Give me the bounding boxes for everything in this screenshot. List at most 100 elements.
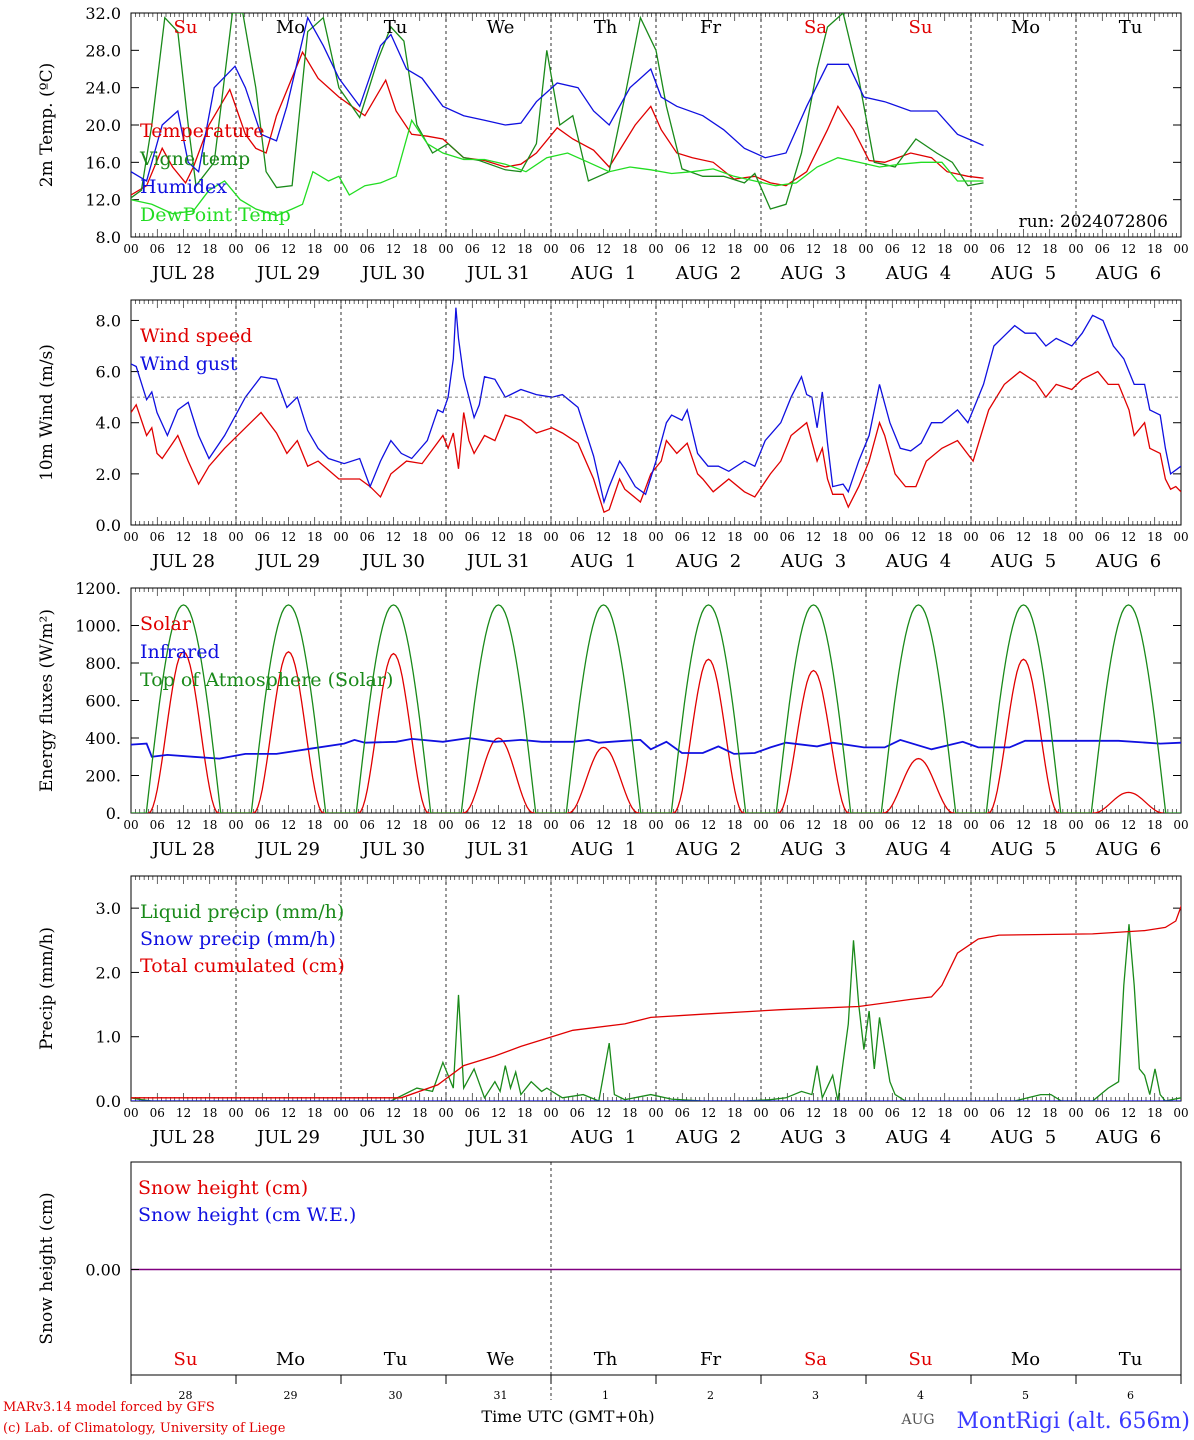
hour-tick-label: 00 xyxy=(858,818,873,832)
hour-tick-label: 00 xyxy=(123,818,138,832)
hour-tick-label: 18 xyxy=(622,530,637,544)
hour-tick-label: 12 xyxy=(911,242,926,256)
hour-tick-label: 06 xyxy=(360,818,375,832)
hour-tick-label: 00 xyxy=(543,1106,558,1120)
date-label: JUL 29 xyxy=(255,263,320,284)
hour-tick-label: 12 xyxy=(281,1106,296,1120)
hour-tick-label: 06 xyxy=(465,818,480,832)
date-label: AUG 2 xyxy=(675,551,741,572)
hour-tick-label: 00 xyxy=(648,1106,663,1120)
day-number-label: 30 xyxy=(389,1389,403,1402)
hour-tick-label: 00 xyxy=(543,818,558,832)
hour-tick-label: 06 xyxy=(360,1106,375,1120)
hour-tick-label: 00 xyxy=(963,242,978,256)
hour-tick-label: 12 xyxy=(1016,530,1031,544)
y-tick-label: 12.0 xyxy=(85,191,121,210)
panel-energy: 00 06 12 18 JUL 28 00 06 12 18 JUL 29 00 06 12 18 JUL … xyxy=(37,579,1189,860)
month-label: AUG xyxy=(900,1412,934,1428)
date-label: JUL 29 xyxy=(255,839,320,860)
hour-tick-label: 12 xyxy=(911,530,926,544)
hour-tick-label: 00 xyxy=(228,818,243,832)
hour-tick-label: 06 xyxy=(1095,818,1110,832)
date-label: AUG 1 xyxy=(570,263,636,284)
hour-tick-label: 12 xyxy=(701,242,716,256)
bottom-weekday-label: Mo xyxy=(276,1349,305,1370)
hour-tick-label: 18 xyxy=(517,818,532,832)
series-line-temperature xyxy=(131,50,984,196)
hour-tick-label: 00 xyxy=(333,242,348,256)
date-label: JUL 31 xyxy=(465,839,530,860)
y-axis-label: Precip (mm/h) xyxy=(37,927,57,1050)
hour-tick-label: 00 xyxy=(438,1106,453,1120)
hour-tick-label: 00 xyxy=(753,530,768,544)
hour-tick-label: 18 xyxy=(622,242,637,256)
legend-entry: Snow precip (mm/h) xyxy=(140,928,336,950)
legend-entry: Wind gust xyxy=(140,353,238,375)
date-label: JUL 30 xyxy=(360,1127,425,1148)
legend-entry: Top of Atmosphere (Solar) xyxy=(140,669,393,691)
hour-tick-label: 18 xyxy=(412,530,427,544)
series-line-humidex xyxy=(131,15,984,182)
hour-tick-label: 00 xyxy=(753,818,768,832)
weekday-label: We xyxy=(487,17,515,38)
hour-tick-label: 12 xyxy=(386,530,401,544)
hour-tick-label: 12 xyxy=(1016,1106,1031,1120)
day-number-label: 29 xyxy=(284,1389,298,1402)
hour-tick-label: 18 xyxy=(412,1106,427,1120)
panel-precip: 00 06 12 18 JUL 28 00 06 12 18 JUL 29 00 06 12 18 JUL … xyxy=(37,875,1189,1148)
date-label: JUL 28 xyxy=(150,1127,215,1148)
legend-entry: Total cumulated (cm) xyxy=(140,955,345,977)
hour-tick-label: 18 xyxy=(517,242,532,256)
hour-tick-label: 18 xyxy=(517,1106,532,1120)
hour-tick-label: 18 xyxy=(622,818,637,832)
series-group xyxy=(131,904,1181,1101)
series-line-dewpoint-temp xyxy=(131,118,984,217)
hour-tick-label: 00 xyxy=(438,818,453,832)
hour-tick-label: 06 xyxy=(570,1106,585,1120)
hour-tick-label: 06 xyxy=(885,530,900,544)
y-tick-label: 3.0 xyxy=(96,899,121,918)
date-label: AUG 6 xyxy=(1095,551,1161,572)
weekday-label: Su xyxy=(909,17,933,38)
hour-tick-label: 06 xyxy=(150,530,165,544)
y-tick-label: 28.0 xyxy=(85,41,121,60)
weekday-label: Tu xyxy=(384,17,408,38)
y-axis-label: 10m Wind (m/s) xyxy=(37,344,57,481)
series-line-vigne-temp xyxy=(131,13,984,210)
hour-tick-label: 00 xyxy=(333,530,348,544)
hour-tick-label: 06 xyxy=(255,1106,270,1120)
y-tick-label: 0.0 xyxy=(96,1092,121,1111)
y-axis-label: Snow height (cm) xyxy=(37,1192,57,1344)
legend-entry: Vigne temp xyxy=(139,148,250,170)
y-tick-label: 600. xyxy=(85,692,121,711)
day-number-label: 5 xyxy=(1022,1389,1029,1402)
hour-tick-label: 12 xyxy=(806,1106,821,1120)
hour-tick-label: 18 xyxy=(307,242,322,256)
hour-tick-label: 12 xyxy=(176,818,191,832)
date-label: AUG 2 xyxy=(675,1127,741,1148)
hour-tick-label: 06 xyxy=(990,1106,1005,1120)
y-tick-label: 6.0 xyxy=(96,363,121,382)
hour-tick-label: 12 xyxy=(806,818,821,832)
day-number-label: 1 xyxy=(602,1389,609,1402)
hour-tick-label: 18 xyxy=(727,242,742,256)
hour-tick-label: 12 xyxy=(596,242,611,256)
hour-tick-label: 18 xyxy=(937,818,952,832)
hour-tick-label: 00 xyxy=(543,242,558,256)
hour-tick-label: 00 xyxy=(963,1106,978,1120)
date-label: JUL 29 xyxy=(255,551,320,572)
hour-tick-label: 18 xyxy=(832,530,847,544)
hour-tick-label: 18 xyxy=(937,242,952,256)
legend-entry: Snow height (cm) xyxy=(138,1177,308,1199)
date-label: JUL 28 xyxy=(150,263,215,284)
hour-tick-label: 06 xyxy=(570,242,585,256)
date-label: AUG 5 xyxy=(990,263,1056,284)
legend-entry: Temperature xyxy=(140,120,264,142)
hour-tick-label: 06 xyxy=(780,1106,795,1120)
hour-tick-label: 00 xyxy=(123,242,138,256)
hour-tick-label: 18 xyxy=(412,818,427,832)
hour-tick-label: 18 xyxy=(517,530,532,544)
y-tick-label: 4.0 xyxy=(96,414,121,433)
day-number-label: 2 xyxy=(707,1389,714,1402)
day-number-label: 3 xyxy=(812,1389,819,1402)
